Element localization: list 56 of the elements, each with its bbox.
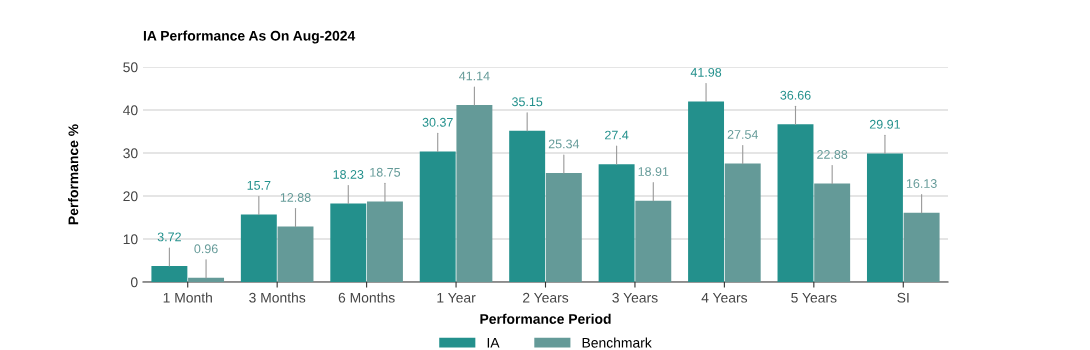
data-label: 16.13: [906, 179, 937, 188]
y-tick-label: 30: [123, 148, 138, 159]
y-axis-title: Performance %: [68, 124, 79, 225]
bar: [866, 153, 903, 282]
bar: [688, 101, 725, 282]
data-label: 27.4: [605, 130, 629, 140]
chart-title: IA Performance As On Aug-2024: [143, 30, 356, 44]
data-label: 36.66: [780, 90, 811, 100]
bar: [330, 203, 367, 282]
data-label: 12.88: [280, 193, 311, 202]
x-tick-label: 2 Years: [523, 292, 569, 303]
bar: [366, 201, 403, 282]
data-label: 25.34: [548, 139, 580, 149]
x-tick-label: 3 Years: [612, 292, 658, 303]
data-label: 41.98: [690, 67, 722, 77]
bar: [277, 226, 314, 282]
bar: [240, 214, 277, 282]
bar: [635, 200, 672, 282]
x-axis-title: Performance Period: [480, 313, 611, 324]
data-label: 18.23: [333, 170, 364, 179]
bar: [903, 212, 940, 282]
data-label: 41.14: [459, 71, 490, 81]
x-tick-label: 1 Year: [437, 292, 476, 303]
legend-label: Benchmark: [582, 337, 652, 348]
data-label: 0.96: [194, 244, 218, 254]
legend-label: IA: [487, 338, 500, 348]
bar: [419, 151, 456, 282]
bar: [724, 163, 761, 282]
bar: [188, 277, 225, 282]
data-label: 18.75: [370, 167, 401, 177]
data-label: 22.88: [817, 150, 848, 159]
data-label: 3.72: [157, 232, 181, 242]
bar: [151, 266, 188, 282]
x-tick-label: 4 Years: [701, 292, 748, 303]
x-tick-label: 3 Months: [249, 292, 306, 303]
data-label: 27.54: [727, 130, 758, 139]
bar: [545, 173, 582, 282]
data-label: 15.7: [247, 181, 271, 190]
y-tick-label: 10: [123, 234, 138, 245]
y-tick-label: 0: [130, 277, 138, 288]
bar: [509, 130, 546, 282]
bar: [456, 105, 493, 282]
x-tick-label: 5 Years: [791, 292, 837, 303]
bar: [814, 183, 851, 282]
x-tick-label: 1 Month: [163, 292, 212, 303]
y-tick-label: 50: [123, 62, 138, 73]
data-label: 30.37: [422, 117, 453, 127]
y-tick-label: 40: [123, 105, 138, 116]
x-tick-label: 6 Months: [338, 292, 395, 303]
data-label: 29.91: [869, 119, 900, 129]
bar: [777, 124, 814, 282]
data-label: 18.91: [638, 167, 669, 176]
bar: [598, 164, 635, 282]
y-tick-label: 20: [123, 191, 138, 202]
x-tick-label: SI: [897, 292, 909, 303]
data-label: 35.15: [512, 97, 543, 107]
